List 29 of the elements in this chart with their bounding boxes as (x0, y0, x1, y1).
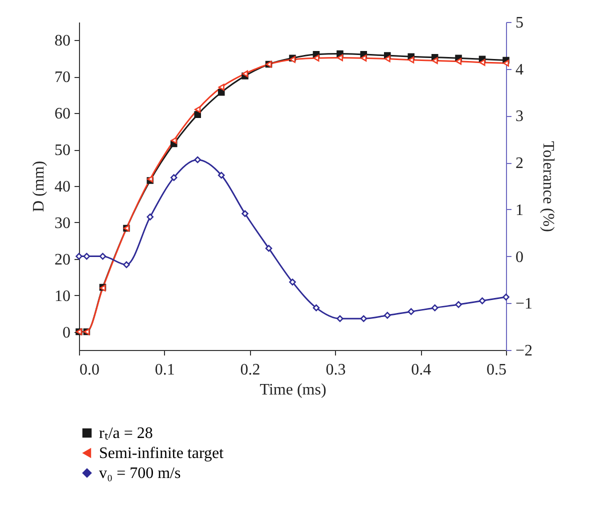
y2-tick-label: 3 (516, 108, 524, 126)
y2-axis-title: Tolerance (%) (540, 141, 557, 232)
y2-tick-label: 5 (516, 14, 524, 32)
y2-tick-label: −2 (516, 342, 533, 360)
y-tick-label: 60 (54, 106, 70, 123)
y-tick-label: 20 (54, 251, 70, 268)
y-tick-label: 70 (54, 69, 70, 86)
y-tick-label: 30 (54, 214, 70, 232)
y2-tick-label: 0 (516, 248, 524, 266)
y2-tick-label: 4 (516, 61, 524, 78)
y-tick-label: 10 (54, 288, 70, 305)
x-tick-label: 0.1 (154, 362, 175, 378)
y2-tick-label: −1 (516, 296, 533, 313)
x-tick-label: 0.3 (326, 362, 346, 378)
y-tick-label: 0 (62, 324, 70, 342)
x-axis-title: Time (ms) (260, 382, 326, 398)
x-tick-label: 0.5 (486, 362, 506, 378)
y2-tick-label: 2 (516, 155, 524, 172)
x-tick-label: 0.2 (240, 362, 260, 378)
legend-label: v₀ = 700 m/s (99, 465, 181, 482)
legend-label: Semi-infinite target (99, 445, 224, 462)
y-tick-label: 80 (54, 32, 70, 50)
y-tick-label: 50 (54, 142, 70, 160)
x-tick-label: 0.0 (80, 362, 100, 378)
y2-tick-label: 1 (516, 202, 524, 219)
y-tick-label: 40 (54, 178, 70, 196)
y-axis-title: D (mm) (30, 160, 48, 212)
legend-label: rₜ/a = 28 (99, 425, 153, 442)
x-tick-label: 0.4 (411, 362, 432, 378)
